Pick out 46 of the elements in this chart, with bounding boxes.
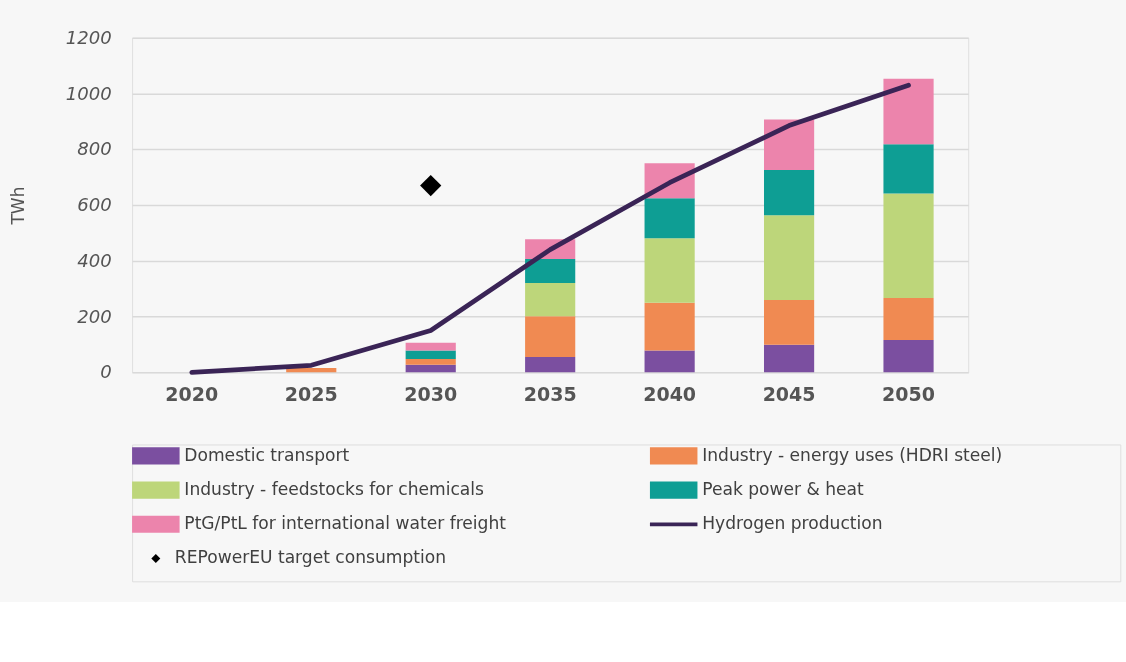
- x-tick-label: 2040: [643, 383, 697, 406]
- bar: [525, 316, 576, 357]
- bar: [525, 356, 576, 373]
- legend-label: Industry - feedstocks for chemicals: [184, 478, 484, 499]
- bar: [644, 238, 695, 303]
- y-tick-label: 800: [77, 138, 112, 160]
- line-series: [189, 82, 911, 375]
- bar: [525, 283, 576, 317]
- bar: [644, 350, 695, 373]
- bar: [883, 339, 934, 373]
- y-tick-label: 0: [100, 361, 112, 383]
- bar: [764, 215, 815, 301]
- legend-label: Peak power & heat: [702, 478, 865, 499]
- bar: [405, 350, 456, 359]
- bar: [883, 298, 934, 340]
- bar: [764, 169, 815, 216]
- x-tick-label: 2035: [523, 383, 577, 406]
- bar: [764, 344, 815, 373]
- bar: [286, 368, 337, 373]
- bar: [883, 78, 934, 145]
- bar: [525, 259, 576, 284]
- bar: [405, 364, 456, 373]
- bar: [764, 119, 815, 170]
- bar: [405, 358, 456, 365]
- x-tick-label: 2025: [284, 383, 338, 406]
- legend-label: PtG/PtL for international water freight: [184, 513, 507, 534]
- bar: [883, 144, 934, 194]
- y-tick-label: 600: [77, 194, 112, 216]
- y-tick-label: 400: [77, 249, 112, 271]
- y-tick-label: 1200: [65, 26, 112, 48]
- y-axis-title: TWh: [7, 186, 28, 226]
- bar: [644, 302, 695, 351]
- bar: [644, 198, 695, 239]
- x-tick-label: 2050: [882, 383, 935, 406]
- bar: [405, 342, 456, 351]
- legend-label: Domestic transport: [184, 444, 350, 465]
- bar: [883, 193, 934, 299]
- bar: [764, 300, 815, 345]
- legend-label: Industry - energy uses (HDRI steel): [702, 444, 1003, 465]
- y-tick-label: 1000: [65, 82, 112, 104]
- legend-label: REPowerEU target consumption: [174, 547, 447, 568]
- x-tick-label: 2020: [165, 383, 219, 406]
- x-tick-label: 2030: [404, 383, 458, 406]
- legend-label: Hydrogen production: [702, 513, 883, 534]
- x-tick-label: 2045: [762, 383, 816, 406]
- y-tick-label: 200: [77, 305, 112, 327]
